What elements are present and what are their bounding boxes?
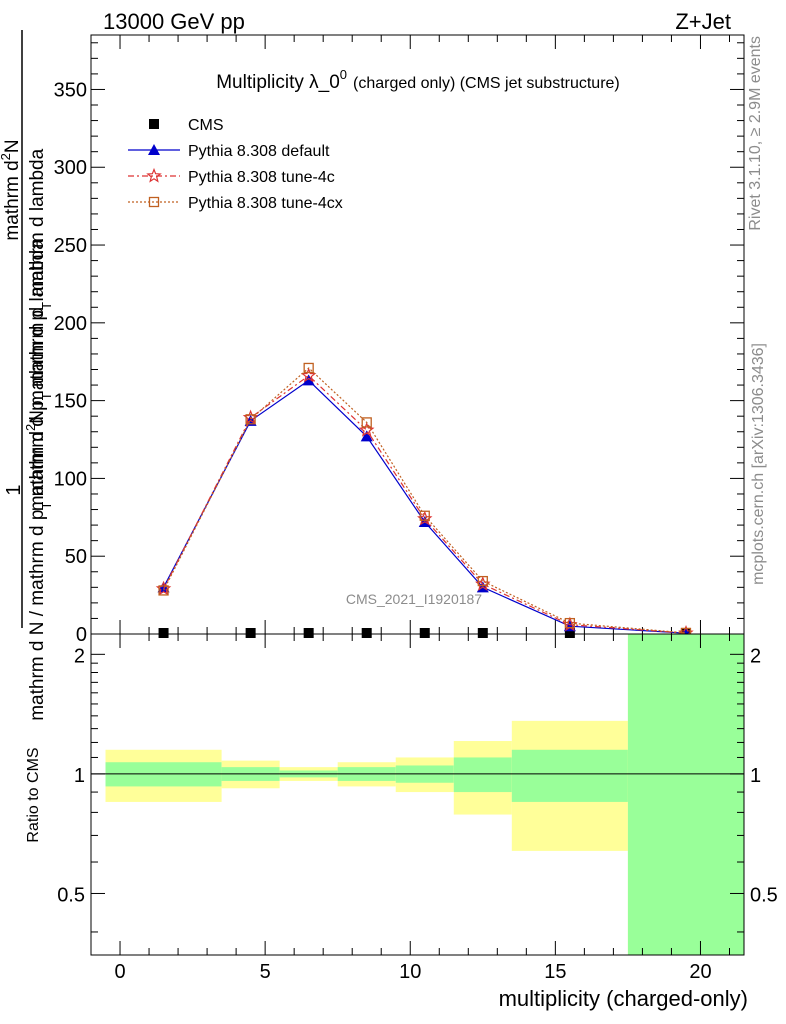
ylabel-outer-num-a: mathrm d	[2, 160, 23, 240]
main-y-tick-label: 200	[54, 313, 87, 335]
ratio-inner-band	[627, 634, 744, 955]
x-tick-label: 5	[260, 961, 271, 983]
series-layer	[155, 362, 694, 640]
x-tick-label: 15	[544, 961, 566, 983]
data-point	[419, 510, 430, 521]
chart-title: Multiplicity λ_00 (charged only) (CMS jet…	[216, 67, 620, 93]
ratio-inner-band	[453, 757, 512, 793]
chart-title-superscript: 0	[340, 67, 347, 82]
chart-title-main: Multiplicity λ_0	[216, 72, 340, 93]
process-label: Z+Jet	[675, 9, 731, 34]
ratio-plot-frame	[90, 633, 745, 956]
mcplots-label: mcplots.cern.ch [arXiv:1306.3436]	[750, 343, 767, 585]
ratio-plot: 0.5 0.5 1 1 2 2 0 5 10 15 20 Ratio to CMS multipl…	[25, 633, 778, 1011]
series-cms	[158, 628, 691, 638]
main-y-tick-label: 100	[54, 468, 87, 490]
main-y-tick-label: 0	[76, 624, 87, 646]
ratio-y-tick-label: 1	[74, 765, 85, 787]
main-y-ticks: 0 50 100 150 200 250 300 350	[54, 42, 744, 646]
ylabel-den-a: mathrm d p	[27, 310, 48, 406]
ratio-bands	[105, 634, 744, 955]
x-tick-label: 20	[689, 961, 711, 983]
ylabel-outer-numerator: mathrm d2N	[0, 139, 23, 240]
ratio-x-ticks: 0 5 10 15 20	[90, 634, 730, 983]
ylabel-low-a-sub: T	[39, 502, 54, 510]
x-tick-label: 0	[114, 961, 125, 983]
main-y-tick-label: 300	[54, 157, 87, 179]
main-y-tick-label: 50	[65, 546, 87, 568]
ratio-y-tick-label-right: 0.5	[750, 884, 778, 906]
legend-marker	[146, 167, 162, 183]
legend-marker	[149, 119, 159, 129]
legend-label: Pythia 8.308 tune-4c	[188, 169, 335, 186]
data-point	[360, 430, 373, 442]
energy-label: 13000 GeV pp	[103, 9, 245, 34]
ratio-y-ticks: 0.5 0.5 1 1 2 2	[57, 645, 778, 933]
ratio-y-tick-label-right: 2	[750, 645, 761, 667]
legend: CMS Pythia 8.308 default Pythia 8.308 tune…	[128, 117, 343, 212]
series-line	[163, 367, 687, 634]
legend-marker	[148, 144, 160, 155]
legend-item: CMS	[149, 117, 224, 134]
main-y-tick-label: 150	[54, 391, 87, 413]
data-point	[419, 628, 430, 638]
legend-item: Pythia 8.308 tune-4c	[128, 167, 335, 186]
ylabel-outer-num-sup: 2	[0, 153, 13, 160]
legend-item: Pythia 8.308 default	[128, 143, 330, 160]
ylabel-den-sup: 2	[23, 424, 38, 431]
main-y-tick-label: 350	[54, 79, 87, 101]
main-y-axis-label: 1 mathrm d2N mathrm d2Nmathrm d pT mathr…	[0, 30, 54, 721]
ratio-y-axis-label: Ratio to CMS	[25, 747, 42, 842]
ylabel-den-pre: mathrm d	[27, 431, 48, 511]
ylabel-low-a: mathrm d N / mathrm d p	[27, 510, 48, 721]
ylabel-lower-denominator: mathrm d N / mathrm d pT mathrm d pT mat…	[27, 239, 54, 721]
data-point	[303, 628, 314, 638]
rivet-label: Rivet 3.1.10, ≥ 2.9M events	[747, 36, 764, 231]
ylabel-den-a-sub: T	[39, 302, 54, 310]
data-point	[245, 628, 256, 638]
legend-label: Pythia 8.308 default	[188, 143, 330, 160]
ratio-y-tick-label: 2	[74, 645, 85, 667]
legend-label: Pythia 8.308 tune-4cx	[188, 195, 343, 212]
data-point	[361, 628, 372, 638]
analysis-watermark: CMS_2021_I1920187	[346, 591, 482, 607]
data-point	[245, 414, 256, 425]
data-point	[303, 362, 314, 374]
ylabel-low-b-sub: T	[39, 392, 54, 400]
ylabel-den-n: N	[27, 410, 48, 424]
ylabel-low-c: mathrm d lambda	[27, 239, 48, 393]
ylabel-low-b: mathrm d p	[27, 400, 48, 501]
chart-title-suffix: (charged only) (CMS jet substructure)	[353, 75, 620, 92]
series-line	[163, 379, 687, 634]
series-line	[163, 374, 687, 634]
x-axis-label: multiplicity (charged-only)	[499, 986, 748, 1011]
data-point	[302, 374, 315, 386]
data-point	[300, 367, 317, 383]
ratio-inner-band	[511, 749, 628, 802]
data-point	[158, 628, 169, 638]
main-y-tick-label: 250	[54, 235, 87, 257]
data-point	[564, 617, 576, 629]
data-point	[477, 575, 488, 587]
ylabel-one: 1	[3, 484, 25, 495]
data-point	[477, 628, 488, 638]
ylabel-outer-num-n: N	[2, 139, 23, 153]
ratio-y-tick-label-right: 1	[750, 765, 761, 787]
ratio-y-tick-label: 0.5	[57, 884, 85, 906]
series-pythia-8-308-tune-4cx	[158, 362, 692, 639]
data-point	[158, 585, 169, 596]
data-point	[564, 628, 575, 638]
data-point	[358, 422, 375, 437]
ylabel-outer-denominator: mathrm d2Nmathrm d pT mathrm d lambda	[23, 148, 54, 511]
x-tick-label: 10	[399, 961, 421, 983]
legend-label: CMS	[188, 117, 224, 134]
data-point	[361, 417, 372, 428]
legend-item: Pythia 8.308 tune-4cx	[128, 195, 343, 212]
legend-marker	[148, 196, 160, 208]
ylabel-den-b: mathrm d lambda	[27, 148, 48, 302]
